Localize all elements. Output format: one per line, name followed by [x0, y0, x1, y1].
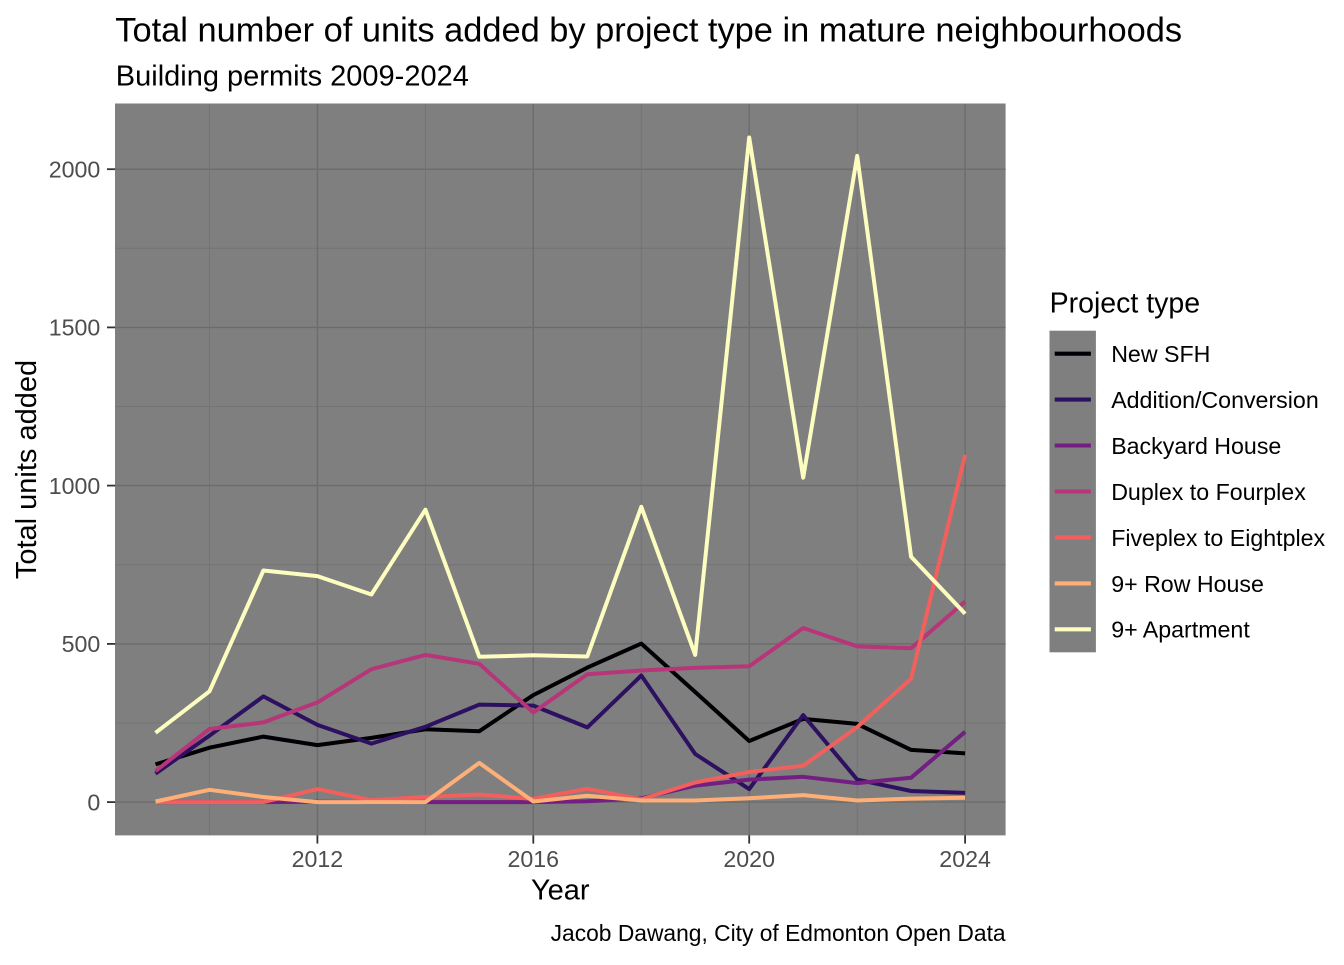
svg-text:9+ Apartment: 9+ Apartment [1111, 617, 1250, 643]
svg-text:1500: 1500 [49, 315, 101, 341]
svg-text:2000: 2000 [49, 157, 101, 183]
svg-text:Jacob Dawang, City of Edmonton: Jacob Dawang, City of Edmonton Open Data [551, 920, 1006, 946]
svg-text:New SFH: New SFH [1111, 341, 1210, 367]
svg-text:500: 500 [62, 631, 101, 657]
svg-text:Building permits 2009-2024: Building permits 2009-2024 [116, 60, 469, 92]
svg-text:2024: 2024 [939, 846, 991, 872]
svg-text:Project type: Project type [1050, 287, 1201, 319]
svg-text:Total units added: Total units added [11, 360, 43, 579]
svg-text:Fiveplex to Eightplex: Fiveplex to Eightplex [1111, 525, 1325, 551]
svg-text:2020: 2020 [723, 846, 775, 872]
svg-text:Backyard House: Backyard House [1111, 433, 1281, 459]
svg-text:Total number of units added by: Total number of units added by project t… [115, 11, 1182, 49]
svg-text:Year: Year [531, 875, 590, 907]
svg-text:Addition/Conversion: Addition/Conversion [1111, 387, 1319, 413]
svg-text:1000: 1000 [49, 473, 101, 499]
svg-text:0: 0 [87, 789, 100, 815]
svg-text:2016: 2016 [508, 846, 560, 872]
svg-text:2012: 2012 [292, 846, 344, 872]
svg-text:9+ Row House: 9+ Row House [1111, 571, 1264, 597]
svg-text:Duplex to Fourplex: Duplex to Fourplex [1111, 479, 1306, 505]
